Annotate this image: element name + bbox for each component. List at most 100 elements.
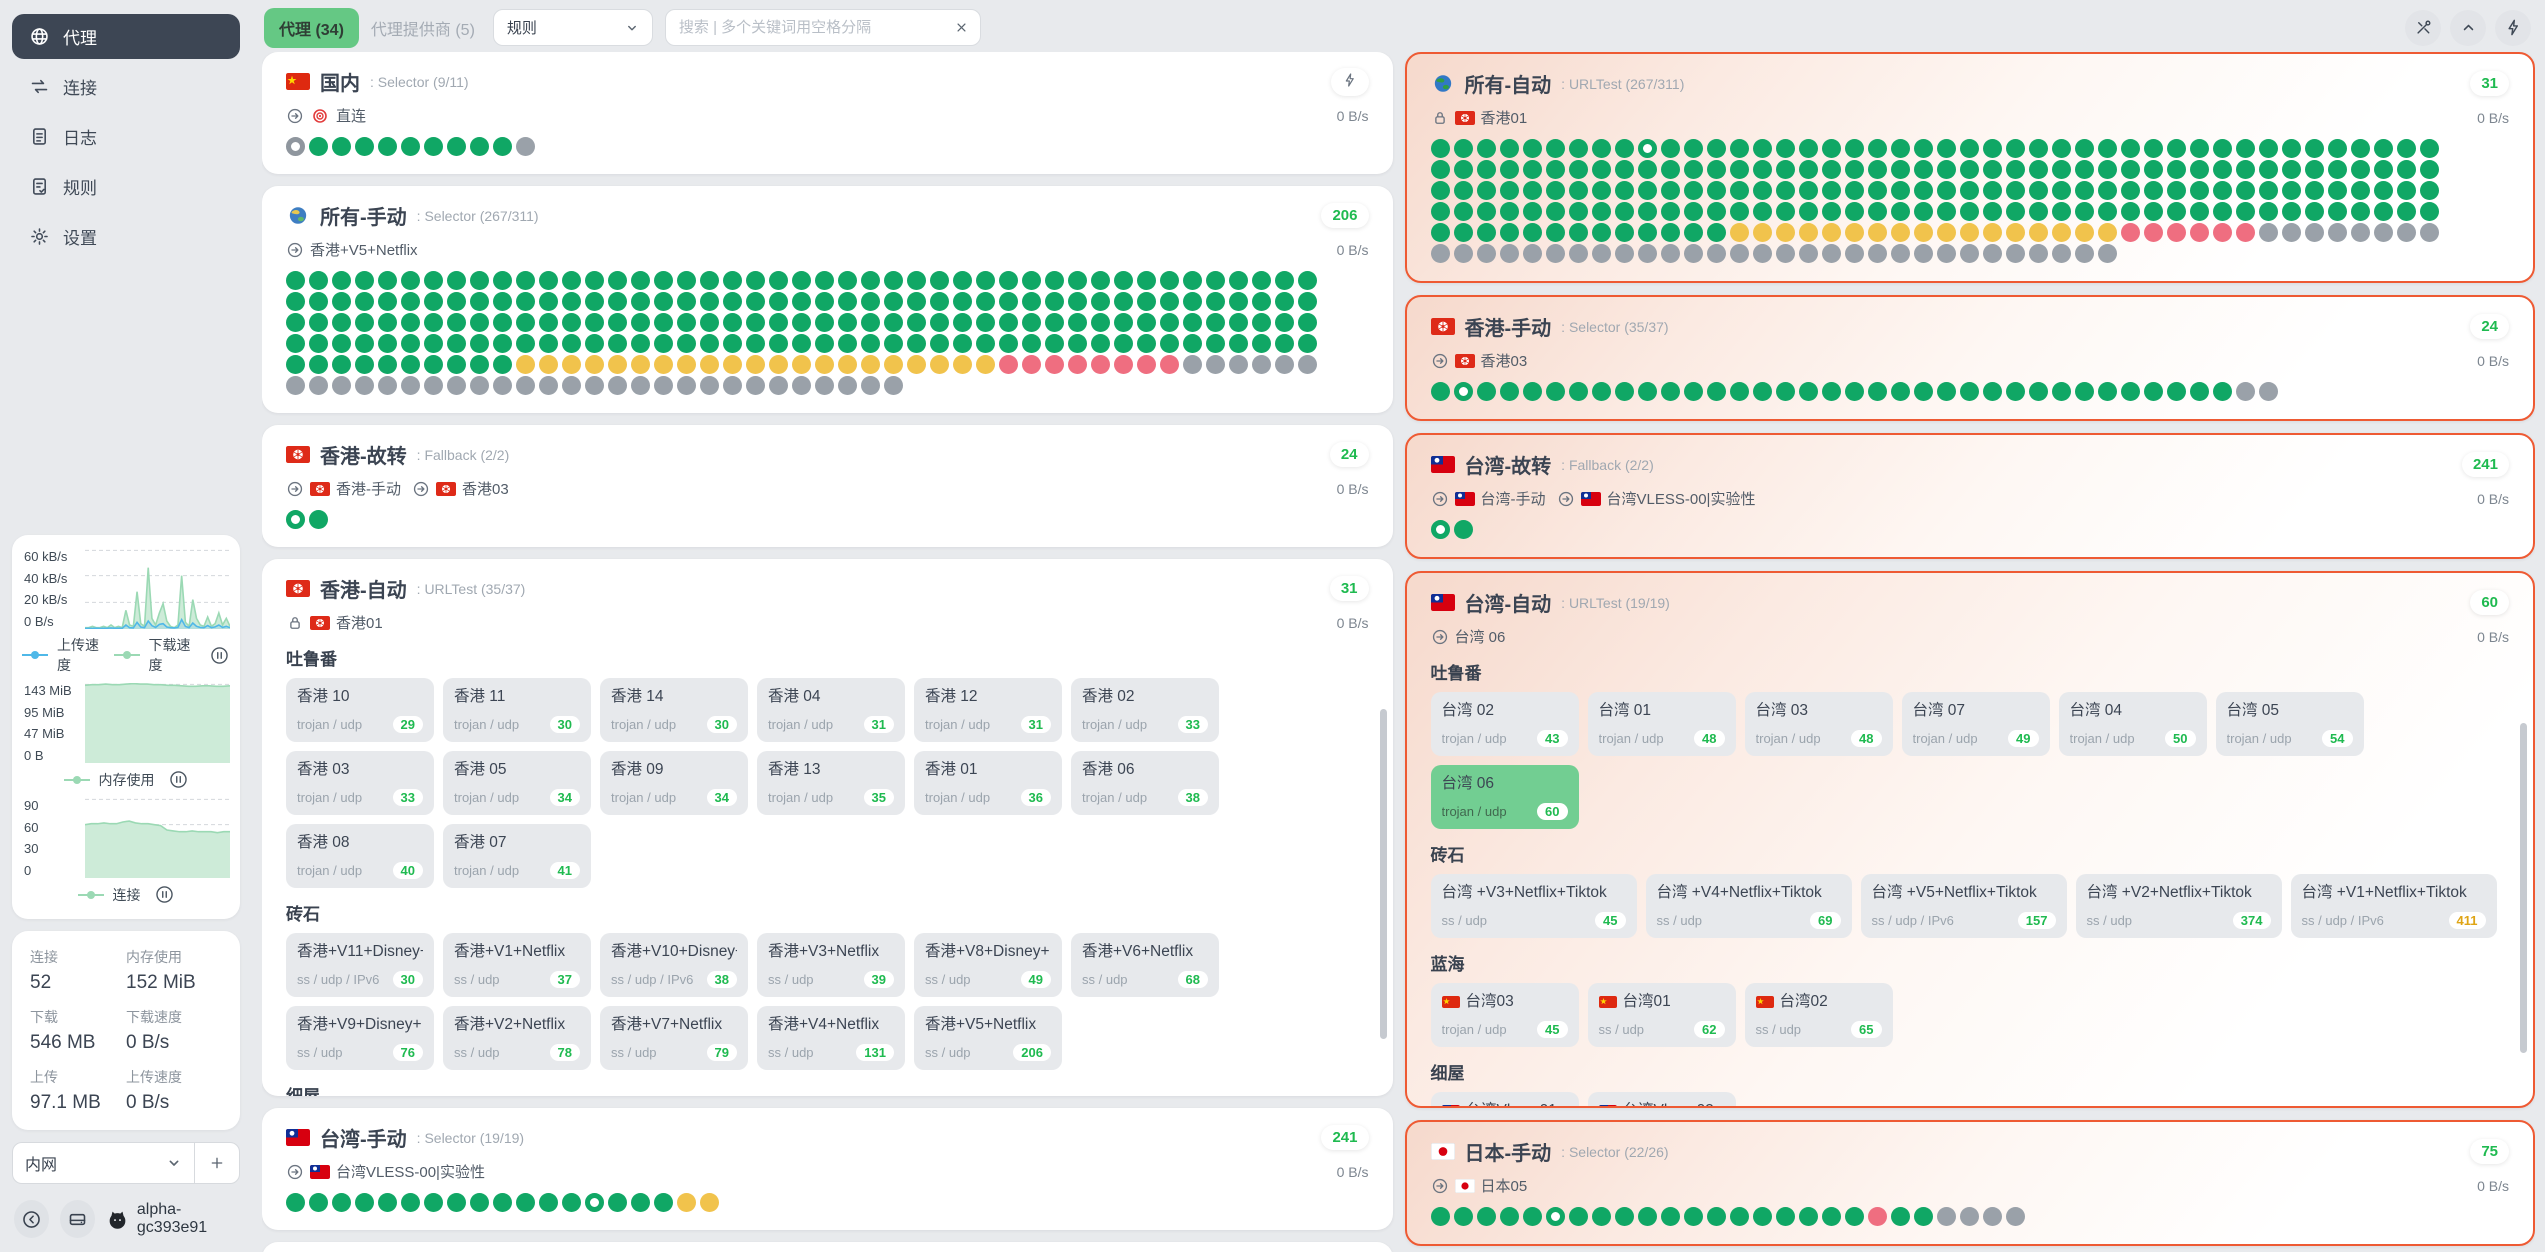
proxy-node-dot[interactable]: [401, 1193, 420, 1212]
proxy-node-dot[interactable]: [1867, 223, 1887, 242]
proxy-node-dot[interactable]: [2074, 223, 2094, 242]
proxy-node-dot[interactable]: [378, 376, 397, 395]
proxy-node-dot[interactable]: [2258, 382, 2278, 401]
proxy-node-dot[interactable]: [1453, 1207, 1473, 1226]
proxy-node-dot[interactable]: [1890, 139, 1910, 158]
proxy-node-dot[interactable]: [1206, 355, 1225, 374]
proxy-node-dot[interactable]: [2005, 160, 2025, 179]
proxy-node-dot[interactable]: [861, 334, 880, 353]
proxy-node-tile[interactable]: 台湾 +V5+Netflix+Tiktok ss / udp / IPv6 157: [1860, 874, 2067, 938]
proxy-node-dot[interactable]: [1298, 334, 1317, 353]
proxy-node-dot[interactable]: [723, 292, 742, 311]
proxy-node-dot[interactable]: [332, 1193, 351, 1212]
proxy-node-dot[interactable]: [2005, 181, 2025, 200]
proxy-group-card[interactable]: 香港-手动: Selector (35/37) 24 香港03 0 B/s: [1404, 295, 2535, 421]
proxy-node-dot[interactable]: [286, 292, 305, 311]
proxy-node-dot[interactable]: [1982, 223, 2002, 242]
proxy-node-dot[interactable]: [815, 313, 834, 332]
proxy-node-dot[interactable]: [2166, 202, 2186, 221]
proxy-node-tile[interactable]: 香港 05 trojan / udp 34: [443, 751, 591, 815]
proxy-node-tile[interactable]: 台湾03 trojan / udp 45: [1430, 983, 1579, 1047]
proxy-node-dot[interactable]: [1821, 382, 1841, 401]
proxy-node-dot[interactable]: [1775, 382, 1795, 401]
proxy-node-dot[interactable]: [1936, 181, 1956, 200]
proxy-node-dot[interactable]: [493, 334, 512, 353]
proxy-node-dot[interactable]: [2097, 139, 2117, 158]
proxy-node-dot[interactable]: [1844, 139, 1864, 158]
proxy-node-dot[interactable]: [1637, 1207, 1657, 1226]
proxy-node-dot[interactable]: [1913, 1207, 1933, 1226]
proxy-node-dot[interactable]: [815, 292, 834, 311]
proxy-node-dot[interactable]: [1798, 181, 1818, 200]
proxy-node-dot[interactable]: [1453, 520, 1473, 539]
proxy-node-dot[interactable]: [1430, 202, 1450, 221]
proxy-node-dot[interactable]: [2051, 244, 2071, 263]
proxy-node-dot[interactable]: [2074, 244, 2094, 263]
proxy-node-dot[interactable]: [332, 137, 351, 156]
group-latency-badge[interactable]: 24: [2470, 314, 2509, 339]
proxy-node-dot[interactable]: [1660, 1207, 1680, 1226]
proxy-node-dot[interactable]: [470, 292, 489, 311]
proxy-node-dot[interactable]: [2120, 202, 2140, 221]
proxy-node-dot[interactable]: [1229, 355, 1248, 374]
proxy-node-dot[interactable]: [1252, 334, 1271, 353]
proxy-node-dot[interactable]: [332, 271, 351, 290]
proxy-node-dot[interactable]: [2235, 160, 2255, 179]
proxy-node-dot[interactable]: [1637, 139, 1657, 158]
proxy-node-dot[interactable]: [539, 292, 558, 311]
proxy-node-dot[interactable]: [2419, 160, 2439, 179]
proxy-node-dot[interactable]: [2120, 382, 2140, 401]
proxy-node-dot[interactable]: [2235, 223, 2255, 242]
proxy-node-dot[interactable]: [1091, 271, 1110, 290]
proxy-node-dot[interactable]: [1499, 160, 1519, 179]
proxy-node-dot[interactable]: [1453, 202, 1473, 221]
proxy-node-dot[interactable]: [1206, 271, 1225, 290]
proxy-node-dot[interactable]: [562, 313, 581, 332]
proxy-node-dot[interactable]: [539, 1193, 558, 1212]
proxy-node-dot[interactable]: [723, 355, 742, 374]
proxy-node-dot[interactable]: [884, 355, 903, 374]
proxy-node-dot[interactable]: [378, 334, 397, 353]
proxy-node-dot[interactable]: [1752, 1207, 1772, 1226]
proxy-node-dot[interactable]: [884, 271, 903, 290]
proxy-node-dot[interactable]: [309, 510, 328, 529]
group-latency-badge[interactable]: 75: [2470, 1139, 2509, 1164]
proxy-node-dot[interactable]: [792, 313, 811, 332]
proxy-node-dot[interactable]: [539, 376, 558, 395]
proxy-node-dot[interactable]: [1729, 160, 1749, 179]
proxy-node-dot[interactable]: [2419, 139, 2439, 158]
proxy-node-dot[interactable]: [1752, 160, 1772, 179]
proxy-node-dot[interactable]: [1660, 139, 1680, 158]
proxy-node-tile[interactable]: 台湾01 ss / udp 62: [1587, 983, 1736, 1047]
proxy-node-dot[interactable]: [1160, 334, 1179, 353]
proxy-node-dot[interactable]: [2373, 202, 2393, 221]
proxy-node-dot[interactable]: [1660, 244, 1680, 263]
proxy-node-dot[interactable]: [2051, 202, 2071, 221]
proxy-node-tile[interactable]: 香港+V3+Netflix ss / udp 39: [757, 933, 905, 997]
proxy-node-dot[interactable]: [2051, 223, 2071, 242]
proxy-node-dot[interactable]: [2028, 223, 2048, 242]
proxy-node-dot[interactable]: [2373, 139, 2393, 158]
proxy-node-dot[interactable]: [1706, 160, 1726, 179]
proxy-node-dot[interactable]: [1499, 1207, 1519, 1226]
proxy-node-dot[interactable]: [1959, 181, 1979, 200]
proxy-node-dot[interactable]: [1660, 382, 1680, 401]
proxy-node-dot[interactable]: [2166, 382, 2186, 401]
proxy-node-dot[interactable]: [1890, 202, 1910, 221]
proxy-node-dot[interactable]: [1206, 292, 1225, 311]
proxy-node-dot[interactable]: [1045, 271, 1064, 290]
proxy-node-dot[interactable]: [861, 355, 880, 374]
proxy-node-dot[interactable]: [1798, 244, 1818, 263]
proxy-node-dot[interactable]: [2051, 181, 2071, 200]
proxy-node-dot[interactable]: [700, 355, 719, 374]
proxy-node-dot[interactable]: [1183, 292, 1202, 311]
proxy-node-dot[interactable]: [2258, 139, 2278, 158]
proxy-node-dot[interactable]: [2051, 139, 2071, 158]
proxy-node-dot[interactable]: [1637, 382, 1657, 401]
proxy-node-dot[interactable]: [1229, 271, 1248, 290]
proxy-node-dot[interactable]: [2005, 223, 2025, 242]
proxy-node-dot[interactable]: [1137, 271, 1156, 290]
pause-traffic-button[interactable]: [209, 645, 230, 666]
proxy-node-dot[interactable]: [700, 1193, 719, 1212]
proxy-node-dot[interactable]: [2028, 181, 2048, 200]
